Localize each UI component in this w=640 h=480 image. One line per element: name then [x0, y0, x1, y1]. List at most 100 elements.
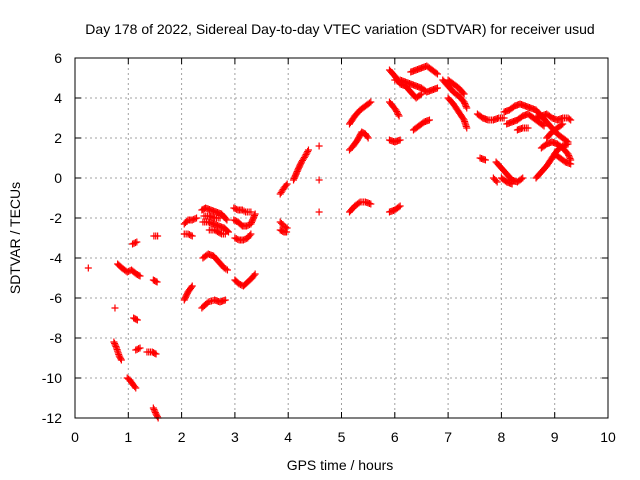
data-point	[463, 124, 471, 132]
data-point	[149, 404, 157, 412]
y-tick-label: -2	[50, 210, 63, 226]
data-point	[565, 115, 573, 123]
data-point	[540, 122, 548, 130]
data-point	[393, 108, 401, 115]
data-point	[524, 124, 532, 132]
x-axis-ticks: 0 1 2 3 4 5 6 7 8 9 10	[71, 58, 616, 445]
data-point	[567, 160, 575, 168]
data-point	[433, 84, 441, 92]
y-tick-label: 2	[54, 130, 62, 146]
data-point	[463, 104, 471, 112]
data-point	[222, 265, 230, 273]
data-point	[153, 278, 161, 286]
data-point	[500, 114, 508, 122]
x-axis-label: GPS time / hours	[287, 457, 394, 473]
y-tick-label: -4	[50, 250, 63, 266]
data-point	[131, 239, 139, 247]
data-point	[367, 98, 375, 106]
data-point	[396, 202, 404, 210]
data-point	[191, 215, 199, 223]
x-tick-label: 7	[444, 429, 452, 445]
data-point	[223, 266, 231, 274]
x-tick-label: 9	[551, 429, 559, 445]
data-point	[462, 103, 470, 110]
y-tick-label: 6	[54, 50, 62, 66]
data-point	[111, 340, 119, 347]
data-point	[557, 121, 565, 129]
data-point	[136, 344, 144, 352]
grid-lines	[75, 58, 608, 418]
data-points	[84, 62, 575, 422]
x-tick-label: 4	[284, 429, 292, 445]
x-tick-label: 1	[124, 429, 132, 445]
data-point	[251, 211, 259, 219]
data-point	[519, 174, 527, 182]
data-point	[154, 232, 162, 240]
y-axis-ticks: -12 -10 -8 -6 -4 -2 0 2 4 6	[42, 50, 608, 426]
data-point	[363, 133, 371, 141]
data-point	[151, 349, 159, 357]
data-point	[508, 180, 516, 188]
chart-title: Day 178 of 2022, Sidereal Day-to-day VTE…	[85, 21, 594, 37]
data-point	[135, 345, 143, 353]
data-point	[432, 69, 440, 77]
data-point	[153, 413, 161, 421]
data-point	[117, 355, 125, 363]
data-point	[250, 271, 258, 279]
y-tick-label: -6	[50, 290, 63, 306]
data-point	[315, 208, 323, 216]
data-point	[247, 208, 255, 216]
data-point	[240, 207, 248, 215]
data-point	[222, 215, 230, 223]
data-point	[364, 134, 372, 142]
data-point	[133, 238, 141, 246]
data-point	[425, 116, 433, 124]
data-point	[315, 142, 323, 150]
data-point	[187, 283, 195, 291]
data-point	[111, 341, 119, 349]
data-point	[133, 316, 141, 324]
data-point	[417, 90, 425, 98]
data-point	[136, 272, 144, 280]
data-point	[355, 199, 363, 207]
y-axis-label: SDTVAR / TECUs	[7, 182, 23, 294]
data-point	[221, 296, 229, 304]
data-point	[304, 146, 312, 154]
data-point	[300, 154, 308, 161]
data-point	[315, 176, 323, 184]
data-point	[135, 271, 143, 279]
x-tick-label: 10	[600, 429, 616, 445]
x-tick-label: 6	[391, 429, 399, 445]
data-point	[481, 156, 489, 164]
data-point	[283, 228, 291, 236]
data-point	[247, 230, 255, 238]
x-tick-label: 5	[338, 429, 346, 445]
data-point	[112, 343, 120, 350]
data-point	[188, 282, 196, 290]
data-point	[188, 232, 196, 240]
data-point	[132, 384, 140, 392]
data-point	[216, 229, 224, 237]
data-point	[433, 70, 441, 78]
data-point	[302, 151, 310, 158]
data-point	[152, 277, 160, 285]
data-point	[517, 175, 525, 183]
data-point	[367, 200, 375, 208]
data-point	[283, 180, 291, 188]
data-point	[460, 98, 468, 106]
data-point	[251, 210, 259, 218]
data-point	[395, 112, 403, 120]
x-tick-label: 8	[498, 429, 506, 445]
data-point	[565, 152, 573, 159]
data-point	[304, 148, 312, 155]
data-point	[221, 230, 229, 238]
data-point	[193, 214, 201, 222]
data-point	[301, 152, 309, 160]
x-tick-label: 3	[231, 429, 239, 445]
data-point	[565, 153, 573, 161]
data-point	[365, 99, 373, 107]
data-point	[392, 106, 400, 114]
data-point	[461, 100, 469, 107]
data-point	[493, 178, 501, 186]
